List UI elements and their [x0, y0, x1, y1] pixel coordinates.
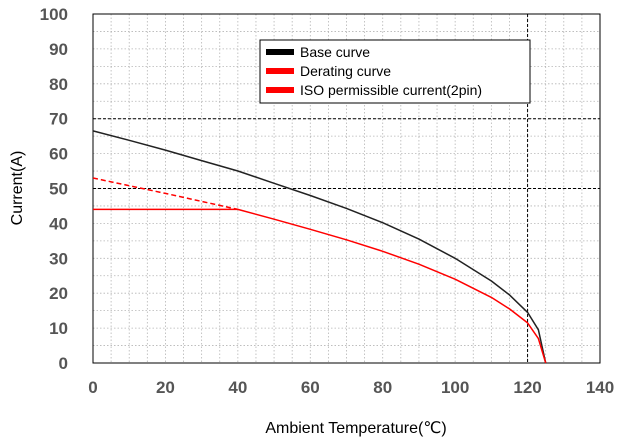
- legend-swatch: [266, 87, 294, 93]
- y-tick-label: 80: [49, 75, 68, 94]
- legend-label: ISO permissible current(2pin): [300, 82, 482, 98]
- x-tick-label: 140: [586, 378, 614, 397]
- legend-swatch: [266, 68, 294, 74]
- x-tick-label: 0: [88, 378, 97, 397]
- legend-box: [259, 39, 531, 104]
- legend: Base curve Derating curve ISO permissible …: [259, 39, 531, 104]
- series: [92, 130, 547, 364]
- x-tick-label: 80: [373, 378, 392, 397]
- legend-label: Derating curve: [300, 63, 391, 79]
- x-axis-title: Ambient Temperature(℃): [265, 420, 446, 437]
- legend-label: Base curve: [300, 44, 370, 60]
- grid: [93, 14, 600, 363]
- plot-frame: [92, 13, 601, 364]
- y-tick-label: 100: [40, 5, 68, 24]
- y-tick-label: 40: [49, 214, 68, 233]
- y-axis-title: Current(A): [9, 151, 26, 226]
- y-tick-label: 30: [49, 249, 68, 268]
- reference-lines: [93, 14, 600, 363]
- y-tick-label: 90: [49, 40, 68, 59]
- series-line-derating-curve: [237, 208, 547, 364]
- x-tick-label: 40: [228, 378, 247, 397]
- x-tick-label: 100: [441, 378, 469, 397]
- legend-swatch: [266, 49, 294, 55]
- y-tick-label: 70: [49, 110, 68, 129]
- x-tick-label: 60: [301, 378, 320, 397]
- series-line-base-curve: [92, 130, 547, 364]
- y-tick-label: 60: [49, 145, 68, 164]
- y-tick-label: 10: [49, 319, 68, 338]
- tick-labels: 0 20 40 60 80 100 120 140 0 10 20 30 40 50 60 70 80 90 100: [40, 5, 615, 397]
- x-tick-label: 120: [513, 378, 541, 397]
- x-tick-label: 20: [156, 378, 175, 397]
- y-tick-label: 50: [49, 180, 68, 199]
- series-line-derating-curve-extension: [92, 177, 239, 211]
- y-tick-label: 20: [49, 284, 68, 303]
- y-tick-label: 0: [59, 354, 68, 373]
